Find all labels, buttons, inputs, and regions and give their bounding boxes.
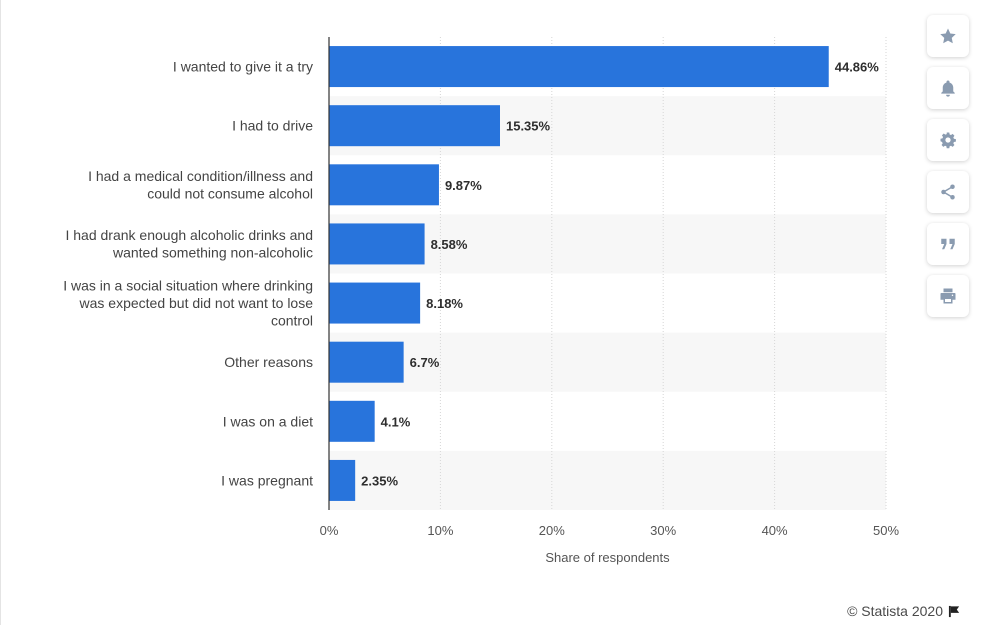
value-label: 9.87% [445,178,482,193]
notification-button[interactable] [927,67,969,109]
category-label: I had to drive [232,118,313,134]
tick-label: 10% [427,523,453,538]
bar[interactable] [329,459,356,501]
value-label: 44.86% [835,60,880,75]
category-label: I wanted to give it a try [173,59,313,75]
print-button[interactable] [927,275,969,317]
value-label: 8.18% [426,296,463,311]
category-label: I had drank enough alcoholic drinks and w… [65,227,313,261]
row-band [329,332,886,392]
category-label-line: control [271,313,313,329]
category-label-line: I had a medical condition/illness and [88,168,313,184]
value-label: 15.35% [506,119,551,134]
category-label-line: I was pregnant [221,472,313,488]
value-label: 6.7% [410,355,440,370]
bell-icon [941,80,955,97]
category-label-line: I wanted to give it a try [173,59,313,75]
bar[interactable] [329,105,500,147]
bar[interactable] [329,400,375,442]
category-label-line: I had drank enough alcoholic drinks and [65,227,313,243]
row-band [329,450,886,510]
bar[interactable] [329,223,425,265]
bar[interactable] [329,46,829,88]
category-label: I was in a social situation where drinki… [63,278,313,329]
print-icon [940,288,956,304]
share-icon [941,184,955,200]
bar[interactable] [329,164,439,206]
bar[interactable] [329,341,404,383]
value-label: 4.1% [381,414,411,429]
category-label: I had a medical condition/illness and cou… [88,168,313,202]
category-label-line: was expected but did not want to lose [79,295,314,311]
star-icon [940,28,956,44]
favorite-button[interactable] [927,15,969,57]
source-credit[interactable]: © Statista 2020 [847,603,961,619]
quote-icon [941,238,955,250]
tick-label: 40% [762,523,788,538]
category-label-line: Other reasons [224,354,313,370]
settings-button[interactable] [927,119,969,161]
flag-icon [948,605,960,617]
bar[interactable] [329,282,421,324]
value-label: 8.58% [431,237,468,252]
cite-button[interactable] [927,223,969,265]
category-label-line: wanted something non-alcoholic [112,245,313,261]
share-button[interactable] [927,171,969,213]
category-label-line: I was on a diet [223,413,313,429]
credit-text: © Statista 2020 [847,603,943,619]
category-label-line: could not consume alcohol [147,186,313,202]
tick-label: 0% [320,523,339,538]
tick-label: 20% [539,523,565,538]
x-axis-title: Share of respondents [545,550,670,565]
category-label-line: I was in a social situation where drinki… [63,278,313,294]
tick-label: 30% [650,523,676,538]
gear-icon [940,132,956,149]
toolbar [927,15,969,327]
value-label: 2.35% [361,473,398,488]
category-label: Other reasons [224,354,313,370]
category-label-line: I had to drive [232,118,313,134]
category-label: I was pregnant [221,472,313,488]
category-label: I was on a diet [223,413,313,429]
bar-chart: 44.86% I wanted to give it a try 15.35% I h… [63,37,899,565]
tick-label: 50% [873,523,899,538]
